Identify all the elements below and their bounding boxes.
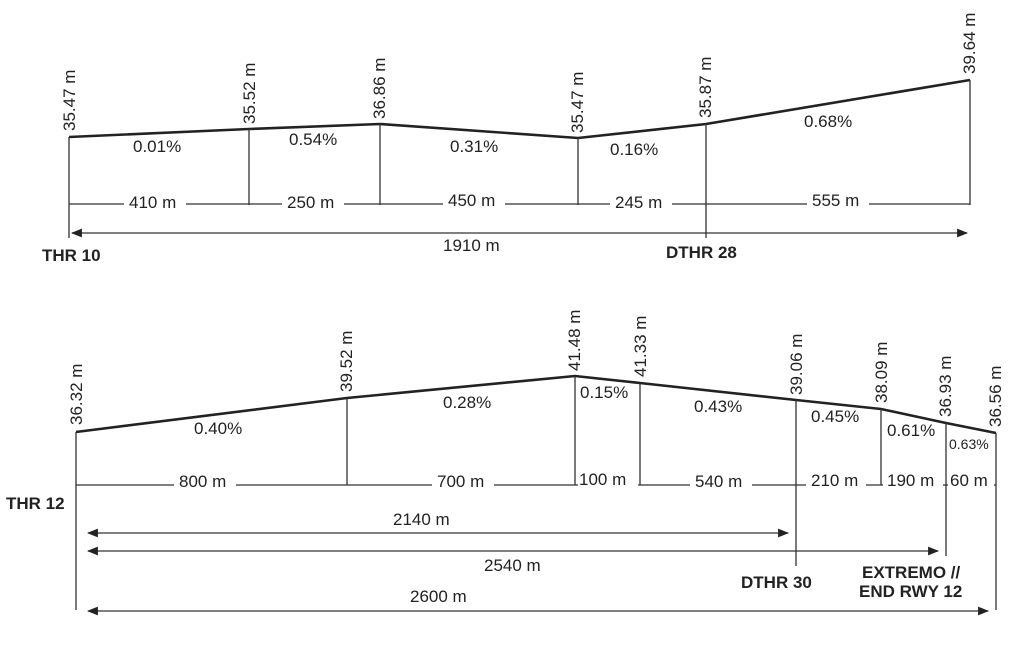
bottom-elevation-2: 39.52 m <box>337 331 356 392</box>
top-elevation-1: 35.47 m <box>60 70 79 131</box>
profile-top-line <box>68 78 971 140</box>
top-segment-1: 410 m <box>129 193 176 212</box>
bottom-dthr-label: DTHR 30 <box>741 573 812 592</box>
bottom-elevation-6: 38.09 m <box>872 342 891 403</box>
top-gradient-2: 0.54% <box>289 130 337 149</box>
bottom-distance-2140: 2140 m <box>393 510 450 529</box>
top-segment-4: 245 m <box>615 193 662 212</box>
bottom-segment-4: 540 m <box>695 472 742 491</box>
profile-bottom-line <box>75 374 997 435</box>
top-segment-3: 450 m <box>448 191 495 210</box>
top-gradient-4: 0.16% <box>610 140 658 159</box>
bottom-segment-2: 700 m <box>437 472 484 491</box>
top-start-label: THR 10 <box>42 246 101 265</box>
bottom-elevation-1: 36.32 m <box>67 364 86 425</box>
bottom-distance-2540: 2540 m <box>484 556 541 575</box>
top-elevation-2: 35.52 m <box>240 63 259 124</box>
bottom-start-label: THR 12 <box>6 494 65 513</box>
bottom-gradient-6: 0.61% <box>887 421 935 440</box>
bottom-elevation-4: 41.33 m <box>631 316 650 377</box>
bottom-elevation-8: 36.56 m <box>986 366 1005 427</box>
bottom-segment-7: 60 m <box>950 471 988 490</box>
top-elevation-3: 36.86 m <box>370 58 389 119</box>
bottom-gradient-1: 0.40% <box>194 419 242 438</box>
bottom-gradient-5: 0.45% <box>811 407 859 426</box>
top-elevation-4: 35.47 m <box>568 72 587 133</box>
bottom-segment-1: 800 m <box>179 472 226 491</box>
profile-top: 35.47 m 35.52 m 36.86 m 35.47 m 35.87 m … <box>42 13 979 265</box>
top-gradient-3: 0.31% <box>450 137 498 156</box>
top-total-distance: 1910 m <box>443 236 500 255</box>
top-segment-5: 555 m <box>812 191 859 210</box>
bottom-gradient-3: 0.15% <box>580 383 628 402</box>
top-elevation-6: 39.64 m <box>960 13 979 74</box>
top-elevation-5: 35.87 m <box>696 57 715 118</box>
bottom-end-label-line1: EXTREMO // <box>862 563 961 582</box>
top-dthr-label: DTHR 28 <box>666 243 737 262</box>
bottom-end-label-line2: END RWY 12 <box>859 582 962 601</box>
bottom-segment-3: 100 m <box>579 470 626 489</box>
bottom-distance-2600: 2600 m <box>410 587 467 606</box>
bottom-gradient-2: 0.28% <box>443 393 491 412</box>
top-gradient-5: 0.68% <box>804 112 852 131</box>
bottom-elevation-7: 36.93 m <box>936 356 955 417</box>
bottom-gradient-7: 0.63% <box>949 436 989 452</box>
bottom-segment-6: 190 m <box>887 471 934 490</box>
profile-bottom: 36.32 m 39.52 m 41.48 m 41.33 m 39.06 m … <box>6 310 1005 616</box>
bottom-elevation-5: 39.06 m <box>787 334 806 395</box>
top-gradient-1: 0.01% <box>133 137 181 156</box>
bottom-segment-5: 210 m <box>811 471 858 490</box>
top-segment-2: 250 m <box>287 193 334 212</box>
bottom-gradient-4: 0.43% <box>694 397 742 416</box>
bottom-elevation-3: 41.48 m <box>565 310 584 371</box>
